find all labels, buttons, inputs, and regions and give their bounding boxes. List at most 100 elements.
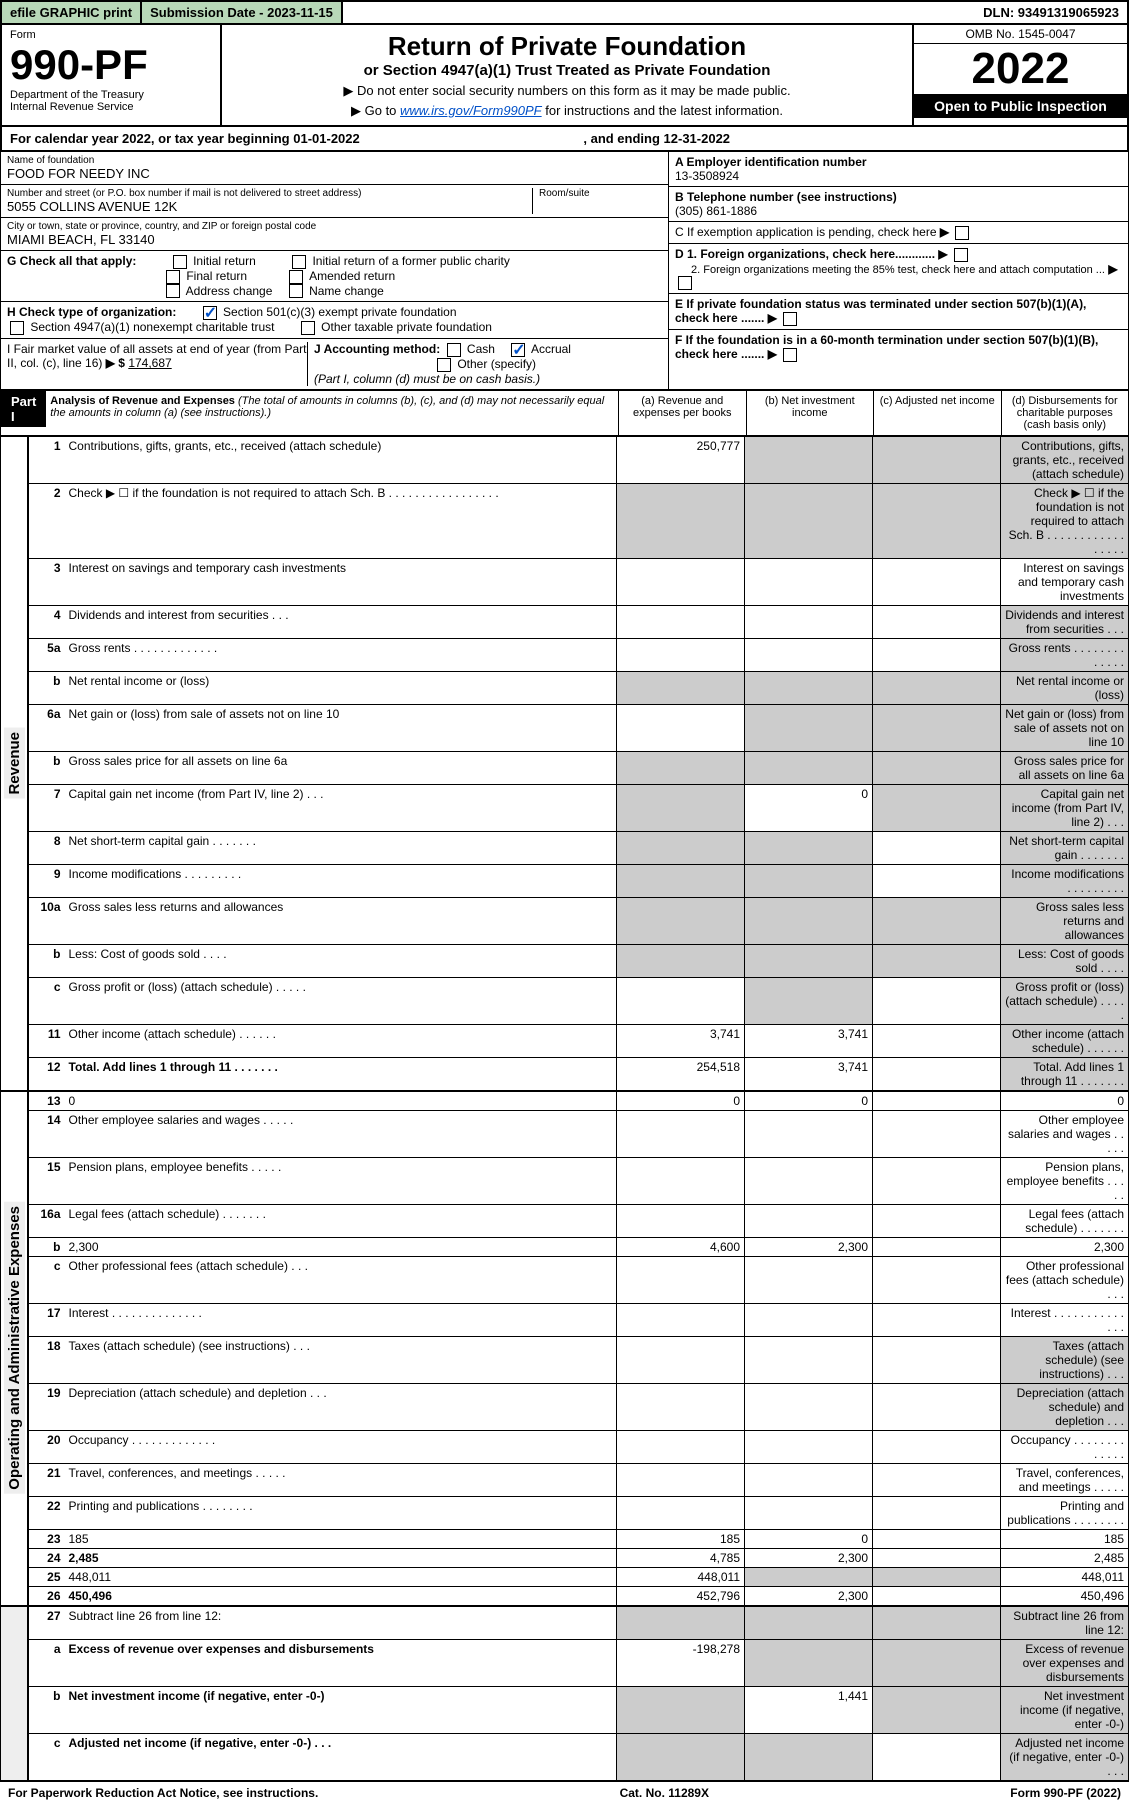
- chk-accrual[interactable]: [511, 343, 525, 357]
- col-a: [617, 751, 745, 784]
- col-c: [873, 605, 1001, 638]
- col-a: -198,278: [617, 1639, 745, 1686]
- col-d: Depreciation (attach schedule) and deple…: [1001, 1383, 1129, 1430]
- chk-address[interactable]: [166, 284, 180, 298]
- col-a: [617, 671, 745, 704]
- chk-initial[interactable]: [173, 255, 187, 269]
- table-row: 21Travel, conferences, and meetings . . …: [29, 1463, 1129, 1496]
- form-number: 990-PF: [10, 41, 212, 89]
- col-c: [873, 977, 1001, 1024]
- chk-other-acct[interactable]: [437, 358, 451, 372]
- c-label: C If exemption application is pending, c…: [675, 225, 937, 239]
- line-desc: Other income (attach schedule) . . . . .…: [65, 1024, 617, 1057]
- chk-501c3[interactable]: [203, 306, 217, 320]
- top-bar: efile GRAPHIC print Submission Date - 20…: [0, 0, 1129, 25]
- chk-f[interactable]: [783, 348, 797, 362]
- line-number: 23: [29, 1529, 65, 1548]
- j-label: J Accounting method:: [314, 342, 440, 356]
- col-b: [745, 671, 873, 704]
- col-b: [745, 831, 873, 864]
- col-c: [873, 1430, 1001, 1463]
- chk-d1[interactable]: [954, 248, 968, 262]
- col-a: [617, 944, 745, 977]
- form-label: Form: [10, 29, 212, 41]
- line-number: 16a: [29, 1204, 65, 1237]
- line-number: 14: [29, 1110, 65, 1157]
- line-desc: Gross sales price for all assets on line…: [65, 751, 617, 784]
- line-number: 5a: [29, 638, 65, 671]
- line-number: 18: [29, 1336, 65, 1383]
- line-desc: Net gain or (loss) from sale of assets n…: [65, 704, 617, 751]
- col-c: [873, 704, 1001, 751]
- chk-c[interactable]: [955, 226, 969, 240]
- entity-left: Name of foundation FOOD FOR NEEDY INC Nu…: [1, 152, 668, 389]
- cal-mid: , and ending: [583, 131, 663, 146]
- col-a-hdr: (a) Revenue and expenses per books: [618, 391, 746, 435]
- chk-cash[interactable]: [447, 343, 461, 357]
- line-number: 1: [29, 436, 65, 483]
- line-number: 11: [29, 1024, 65, 1057]
- col-d: Gross sales price for all assets on line…: [1001, 751, 1129, 784]
- form-link[interactable]: www.irs.gov/Form990PF: [400, 103, 542, 118]
- col-d: 0: [1001, 1091, 1129, 1110]
- col-b: 3,741: [745, 1024, 873, 1057]
- chk-e[interactable]: [783, 312, 797, 326]
- line-number: 4: [29, 605, 65, 638]
- chk-d2[interactable]: [678, 276, 692, 290]
- form-subtitle: or Section 4947(a)(1) Trust Treated as P…: [234, 62, 900, 79]
- g-label: G Check all that apply:: [7, 254, 136, 268]
- ein-label: A Employer identification number: [675, 155, 867, 169]
- line-number: a: [29, 1639, 65, 1686]
- table-row: 27Subtract line 26 from line 12:Subtract…: [29, 1606, 1129, 1639]
- line-desc: Less: Cost of goods sold . . . .: [65, 944, 617, 977]
- chk-name[interactable]: [289, 284, 303, 298]
- line-desc: Net investment income (if negative, ente…: [65, 1686, 617, 1733]
- line-desc: Check ▶ ☐ if the foundation is not requi…: [65, 483, 617, 558]
- col-b-hdr: (b) Net investment income: [746, 391, 874, 435]
- table-row: cAdjusted net income (if negative, enter…: [29, 1733, 1129, 1780]
- line-desc: 450,496: [65, 1586, 617, 1605]
- col-c: [873, 1057, 1001, 1090]
- irs-label: Internal Revenue Service: [10, 101, 212, 113]
- chk-initial-former[interactable]: [292, 255, 306, 269]
- chk-final[interactable]: [166, 270, 180, 284]
- col-b: [745, 558, 873, 605]
- col-c: [873, 1639, 1001, 1686]
- line-desc: Contributions, gifts, grants, etc., rece…: [65, 436, 617, 483]
- address-row: Number and street (or P.O. box number if…: [1, 185, 668, 218]
- line-number: 17: [29, 1303, 65, 1336]
- col-c: [873, 1686, 1001, 1733]
- col-b: [745, 944, 873, 977]
- table-row: cOther professional fees (attach schedul…: [29, 1256, 1129, 1303]
- entity-right: A Employer identification number 13-3508…: [668, 152, 1128, 389]
- chk-4947[interactable]: [10, 321, 24, 335]
- col-b: [745, 977, 873, 1024]
- col-c: [873, 1496, 1001, 1529]
- col-d: 2,485: [1001, 1548, 1129, 1567]
- line-number: 27: [29, 1606, 65, 1639]
- h-check-row: H Check type of organization: Section 50…: [1, 302, 668, 339]
- col-d: Pension plans, employee benefits . . . .…: [1001, 1157, 1129, 1204]
- col-d: Taxes (attach schedule) (see instruction…: [1001, 1336, 1129, 1383]
- line-number: 9: [29, 864, 65, 897]
- line-desc: Gross sales less returns and allowances: [65, 897, 617, 944]
- line-desc: Excess of revenue over expenses and disb…: [65, 1639, 617, 1686]
- col-a: [617, 1686, 745, 1733]
- line-number: 24: [29, 1548, 65, 1567]
- col-d: 185: [1001, 1529, 1129, 1548]
- col-c: [873, 1110, 1001, 1157]
- line-number: 12: [29, 1057, 65, 1090]
- col-a: [617, 1336, 745, 1383]
- col-a: [617, 784, 745, 831]
- calendar-year-row: For calendar year 2022, or tax year begi…: [0, 127, 1129, 152]
- col-c: [873, 1733, 1001, 1780]
- note-link-post: for instructions and the latest informat…: [542, 103, 783, 118]
- chk-amended[interactable]: [289, 270, 303, 284]
- col-d: Net short-term capital gain . . . . . . …: [1001, 831, 1129, 864]
- col-d: Other professional fees (attach schedule…: [1001, 1256, 1129, 1303]
- line-number: 15: [29, 1157, 65, 1204]
- cal-end: 12-31-2022: [664, 131, 731, 146]
- chk-other-tax[interactable]: [301, 321, 315, 335]
- col-c: [873, 1256, 1001, 1303]
- col-a: 254,518: [617, 1057, 745, 1090]
